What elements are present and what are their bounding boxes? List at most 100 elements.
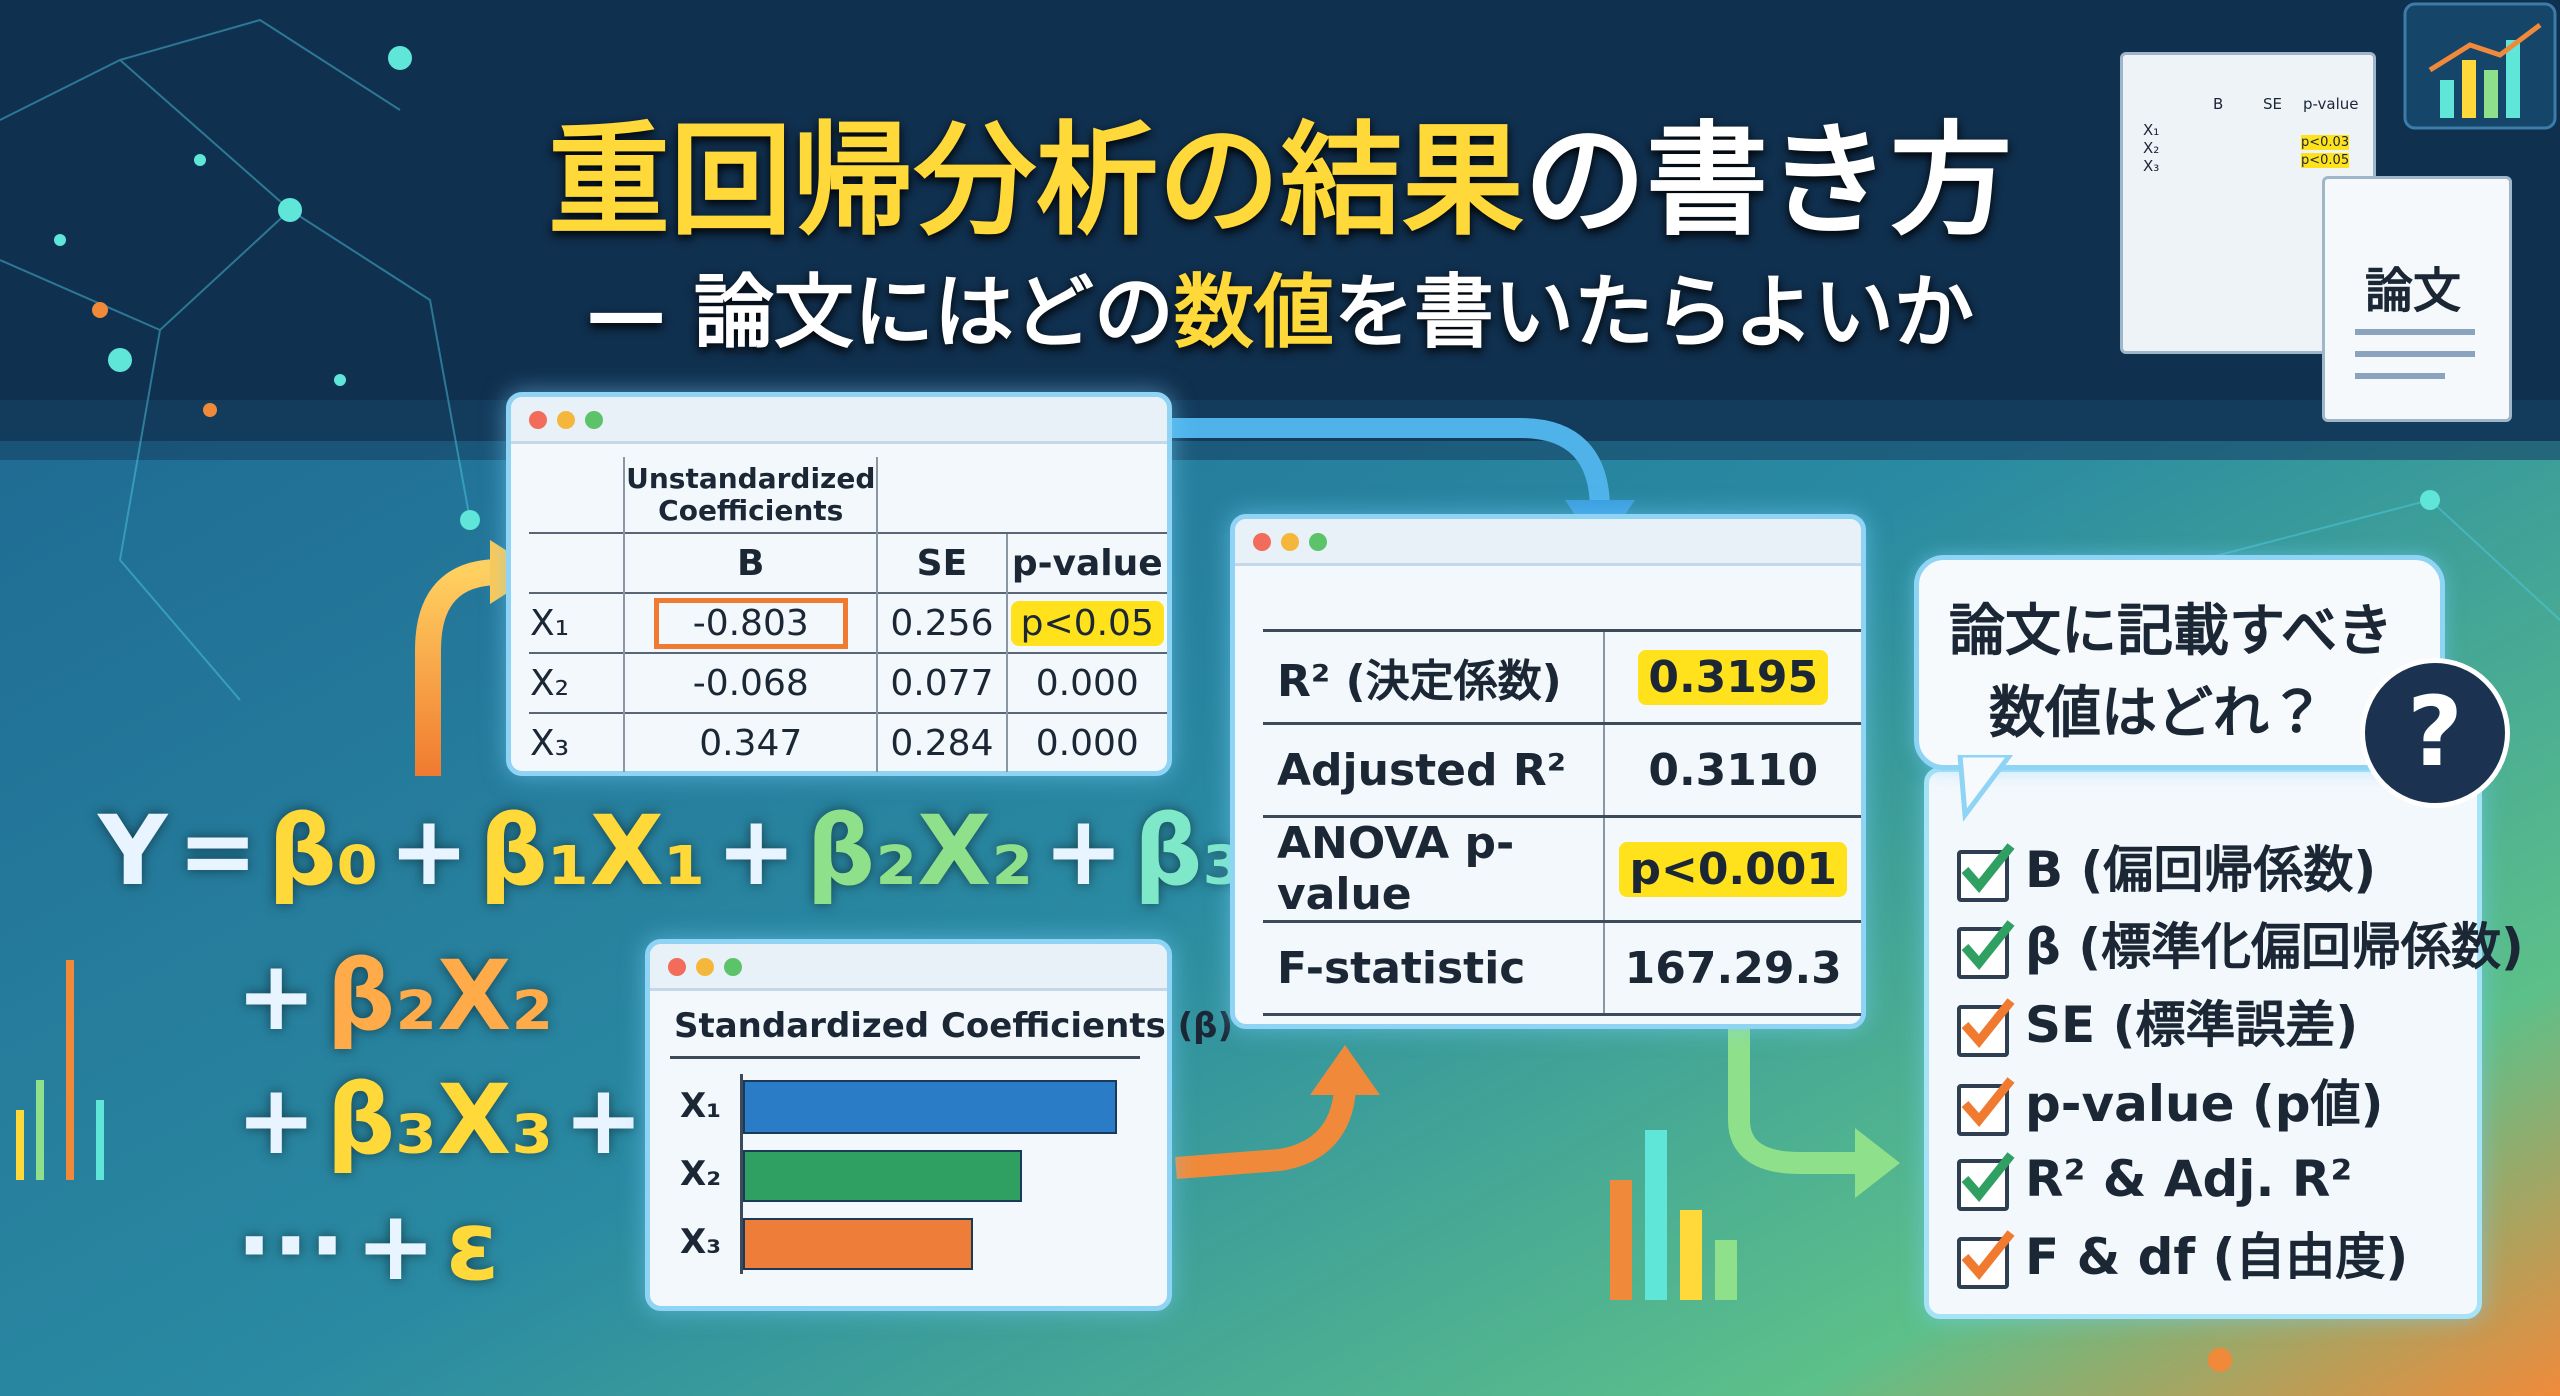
decoration [118,329,241,701]
decoration [2440,80,2454,118]
decoration [876,457,1007,533]
bar [743,1218,973,1270]
decoration [2484,70,2498,118]
decoration [194,154,206,166]
eq-term: β₃X₃ [326,1064,554,1176]
decoration [278,198,302,222]
decoration [54,46,2440,530]
model-window: R² (決定係数) 0.3195 Adjusted R² 0.3110 ANOVA … [1230,514,1866,1029]
thumb-note: p<0.05 [2301,153,2350,168]
decoration: R² (決定係数) 0.3195 Adjusted R² 0.3110 ANOVA … [1263,629,1861,1016]
check-item: β (標準化偏回帰係数) [2025,918,2524,976]
eq-term: Y [98,795,168,907]
decoration [557,411,575,429]
cell: 0.3110 [1603,722,1861,817]
decoration [1957,920,2015,979]
std-row: X₃ [680,1222,722,1262]
std-title: Standardized Coefficients (β) [674,1006,1234,1046]
std-window: Standardized Coefficients (β) X₁ X₂ X₃ [645,939,1233,1311]
decoration: X₂ -0.068 0.077 0.000 [529,652,1167,713]
decoration [2506,40,2520,118]
col-header: p-value [1005,532,1167,593]
decoration [1715,1240,1737,1300]
check-item: B (偏回帰係数) [2025,841,2377,899]
eq-term: ··· [236,1190,346,1302]
decoration [585,411,603,429]
cell: 0.000 [1005,712,1167,772]
subtitle-part: を書いたらよいか [1333,266,1974,359]
bubble-line: 論文に記載すべき [1949,599,2394,664]
decoration: B SE p-value [529,532,1167,593]
eq-term: + [563,1064,644,1176]
decoration: ANOVA p-value p<0.001 [1263,815,1861,922]
decoration [1175,1088,1356,1179]
decoration [415,559,501,776]
decoration [2428,23,2542,118]
std-row: X₂ [680,1154,722,1194]
thumb-row: X₃ [2143,157,2160,175]
eq-term: β₂X₂ [806,795,1034,907]
decoration [1957,1152,2015,1211]
thumbnail-doc: 論文 [2322,176,2512,422]
decoration [1957,1077,2015,1136]
eq-term: + [1043,795,1124,907]
decoration [16,960,104,1180]
cell: p<0.05 [1010,600,1164,646]
decoration [1961,998,2015,1049]
thumb-col: SE [2263,95,2282,113]
cell: 0.077 [876,652,1007,713]
decoration [740,1074,743,1274]
decoration [1172,418,1610,511]
coef-table: Unstandardized Coefficients B SE p-value X… [529,457,1167,772]
decoration [650,944,1167,991]
row-label: X₂ [529,652,625,713]
decoration [2420,490,2440,510]
thumb-note: p<0.03 [2301,135,2350,150]
decoration [1309,533,1327,551]
decoration [2462,60,2476,118]
eq-term: β₂X₂ [326,940,554,1052]
title: 重回帰分析の結果の書き方 [0,82,2560,259]
eq-term: + [715,795,797,907]
cell: 0.3195 [1638,649,1829,705]
decoration [203,403,217,417]
decoration: -0.803 [623,592,878,653]
decoration [460,510,480,530]
decoration: p<0.05 [1005,592,1167,653]
decoration [529,457,624,533]
bubble-tail [1957,755,2014,822]
decoration [670,1056,1140,1059]
decoration: Adjusted R² 0.3110 [1263,722,1861,817]
decoration [1961,1077,2015,1128]
row-label: R² (決定係数) [1263,629,1605,724]
title-part: 重回帰分析の結果 [548,110,1524,252]
decoration [1961,1230,2015,1281]
decoration: F-statistic 167.29.3 [1263,920,1861,1016]
decoration [2428,23,2542,73]
model-table: R² (決定係数) 0.3195 Adjusted R² 0.3110 ANOVA … [1263,629,1861,1016]
decoration [92,302,108,318]
thumb-col: p-value [2303,95,2359,113]
equation-line: ··· + ε [236,1190,509,1302]
bubble-line: 数値はどれ？ [1989,681,2325,746]
eq-term: ε [445,1190,500,1302]
decoration [1961,843,2015,894]
decoration: R² (決定係数) 0.3195 [1263,629,1861,724]
equation-line: + β₃X₃ + [236,1064,654,1176]
decoration [1961,920,2015,971]
decoration [108,348,132,372]
decoration [1610,1180,1632,1300]
decoration: X₁ -0.803 0.256 p<0.05 [529,592,1167,653]
decoration [1680,1210,1702,1300]
decoration [1235,519,1861,566]
decoration [1253,533,1271,551]
thumb-row: X₂ [2143,139,2160,157]
decoration [696,958,714,976]
decoration [1961,1077,2015,1128]
decoration [1957,998,2015,1057]
cell: 0.000 [1005,652,1167,713]
cell: 167.29.3 [1603,920,1861,1016]
decoration [119,18,401,111]
